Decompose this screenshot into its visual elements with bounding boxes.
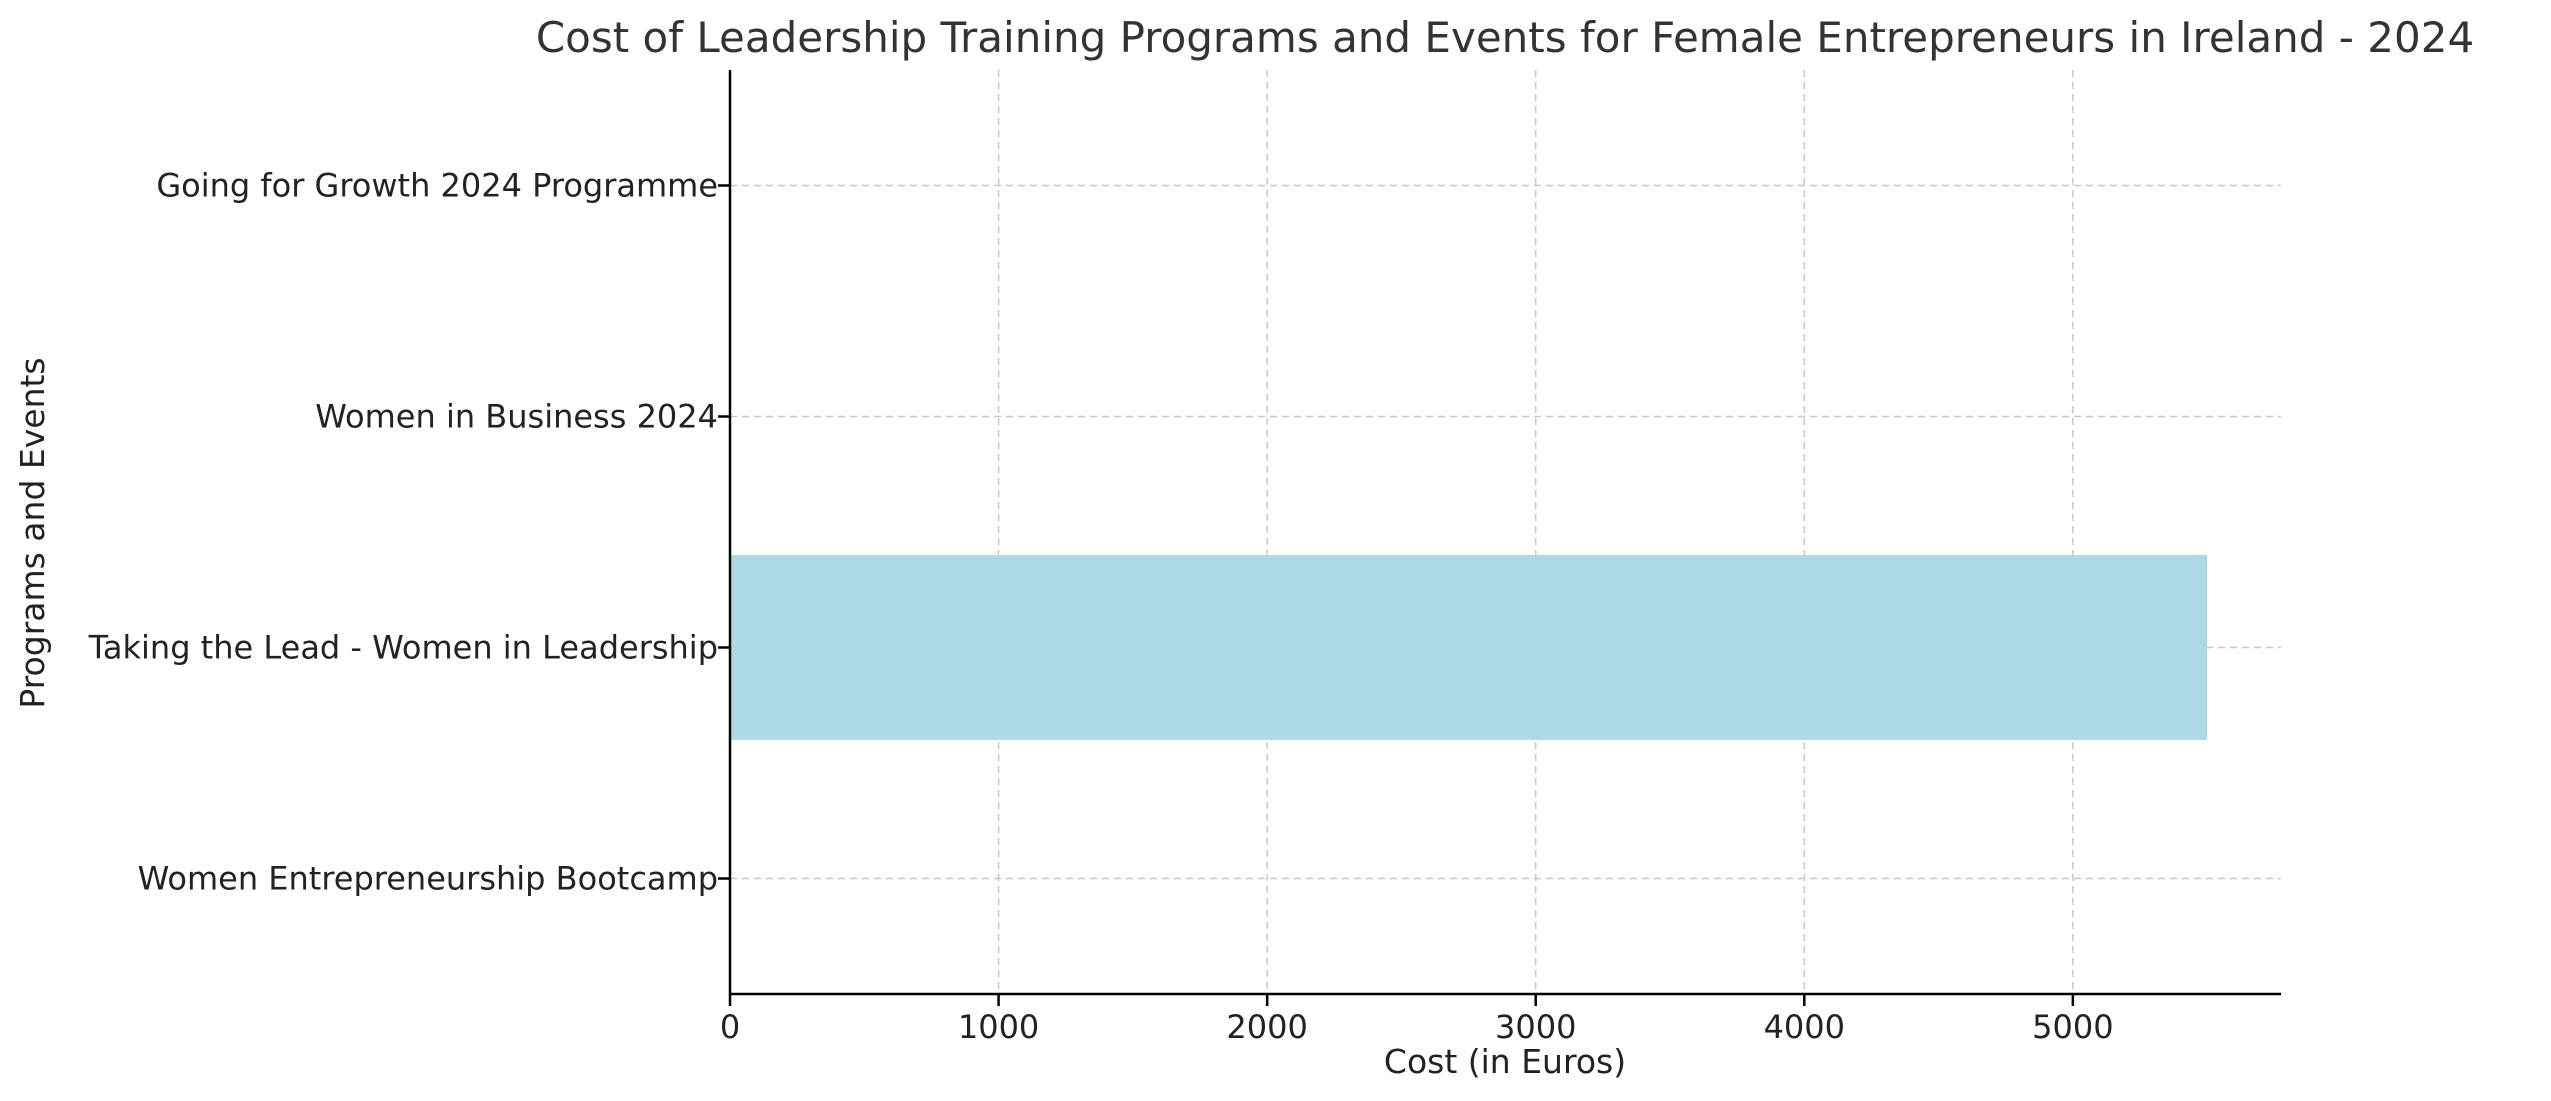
y-axis-label: Programs and Events bbox=[13, 357, 52, 708]
chart-title: Cost of Leadership Training Programs and… bbox=[536, 13, 2474, 62]
y-axis-ticks: Women Entrepreneurship Bootcamp Taking th… bbox=[88, 167, 730, 898]
y-tick-label: Women Entrepreneurship Bootcamp bbox=[138, 860, 718, 898]
x-tick-label: 0 bbox=[720, 1008, 740, 1046]
x-tick-label: 5000 bbox=[2032, 1008, 2113, 1046]
axes bbox=[728, 70, 2281, 996]
bars bbox=[730, 555, 2208, 740]
y-tick-label: Taking the Lead - Women in Leadership bbox=[88, 629, 718, 667]
grid-lines bbox=[730, 70, 2281, 994]
bar bbox=[730, 555, 2208, 740]
y-tick-label: Women in Business 2024 bbox=[315, 398, 718, 436]
x-tick-label: 1000 bbox=[958, 1008, 1039, 1046]
y-tick-label: Going for Growth 2024 Programme bbox=[156, 167, 718, 205]
x-tick-label: 4000 bbox=[1764, 1008, 1845, 1046]
x-tick-label: 3000 bbox=[1495, 1008, 1576, 1046]
x-axis-label: Cost (in Euros) bbox=[1384, 1042, 1626, 1081]
x-tick-label: 2000 bbox=[1226, 1008, 1307, 1046]
x-axis-ticks: 0 1000 2000 3000 4000 5000 bbox=[720, 994, 2114, 1046]
